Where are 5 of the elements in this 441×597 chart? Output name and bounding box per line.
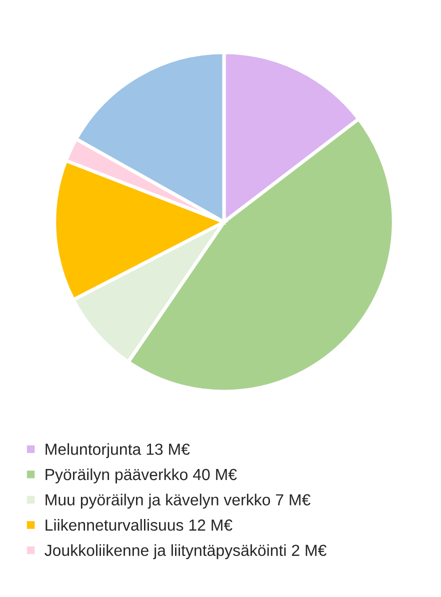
- legend-label: Liikenneturvallisuus 12 M€: [46, 519, 232, 531]
- legend-label: Muu pyöräilyn ja kävelyn verkko 7 M€: [46, 494, 310, 509]
- legend-label: Pyöräilyn pääverkko 40 M€: [46, 468, 237, 484]
- legend-label: Joukkoliikenne ja liityntäpysäköinti 2 M€: [44, 544, 326, 560]
- legend-label: Meluntorjunta 13 M€: [46, 443, 190, 458]
